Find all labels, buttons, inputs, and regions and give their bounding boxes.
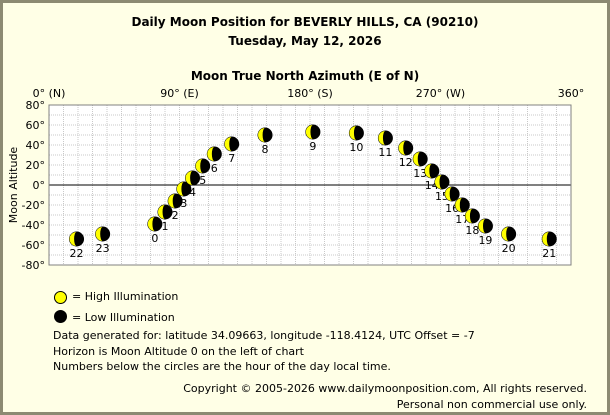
hour-label: 11: [378, 146, 392, 159]
moon-lit-crescent: [465, 209, 473, 223]
moon-lit-crescent: [445, 187, 453, 201]
y-tick-label: 20°: [26, 159, 46, 172]
hour-label: 12: [399, 156, 413, 169]
chart-title: Daily Moon Position for BEVERLY HILLS, C…: [131, 15, 479, 29]
moon-lit-crescent: [168, 194, 176, 208]
moon-lit-crescent: [398, 141, 406, 155]
hour-label: 9: [309, 140, 316, 153]
y-axis-label: Moon Altitude: [7, 147, 20, 224]
hour-label: 7: [228, 152, 235, 165]
moon-lit-crescent: [305, 125, 313, 139]
hour-note: Numbers below the circles are the hour o…: [53, 360, 391, 373]
y-tick-label: -20°: [22, 199, 45, 212]
hour-label: 22: [70, 247, 84, 260]
moon-lit-crescent: [147, 217, 155, 231]
moon-lit-crescent: [95, 227, 103, 241]
moon-lit-crescent: [424, 164, 432, 178]
x-tick-label: 360°: [558, 87, 585, 100]
moon-lit-crescent: [185, 171, 193, 185]
moon-lit-crescent: [501, 227, 509, 241]
y-tick-label: 60°: [26, 119, 46, 132]
usage-note: Personal non commercial use only.: [396, 398, 587, 411]
x-axis-label: Moon True North Azimuth (E of N): [190, 69, 420, 83]
hour-label: 23: [96, 242, 110, 255]
y-tick-label: 0°: [33, 179, 46, 192]
x-tick-label: 90° (E): [160, 87, 199, 100]
hour-label: 6: [211, 162, 218, 175]
hour-label: 20: [502, 242, 516, 255]
moon-lit-crescent: [207, 147, 215, 161]
legend-high-label: = High Illumination: [72, 290, 179, 303]
y-tick-label: 40°: [26, 139, 46, 152]
hour-label: 3: [180, 197, 187, 210]
hour-label: 13: [413, 167, 427, 180]
horizon-note: Horizon is Moon Altitude 0 on the left o…: [53, 345, 304, 358]
moon-lit-crescent: [434, 175, 442, 189]
plot-border: [48, 104, 572, 266]
data-location-note: Data generated for: latitude 34.09663, l…: [53, 329, 475, 342]
moon-lit-crescent: [455, 198, 463, 212]
x-tick-label: 0° (N): [33, 87, 66, 100]
legend-low-label: = Low Illumination: [72, 311, 175, 324]
hour-label: 19: [478, 234, 492, 247]
x-tick-label: 270° (W): [416, 87, 465, 100]
y-tick-label: 80°: [26, 99, 46, 112]
moon-position-chart: 0° (N) 90° (E) 180° (S) 270° (W) 360°80°60°4…: [7, 87, 585, 272]
moon-lit-crescent: [378, 131, 386, 145]
moon-lit-crescent: [478, 219, 486, 233]
hour-label: 4: [189, 186, 196, 199]
moon-lit-crescent: [413, 152, 421, 166]
y-tick-label: -80°: [22, 259, 45, 272]
hour-label: 1: [162, 220, 169, 233]
hour-label: 21: [542, 247, 556, 260]
hour-label: 8: [262, 143, 269, 156]
moon-lit-crescent: [158, 205, 165, 219]
y-tick-label: -40°: [22, 219, 45, 232]
moon-lit-crescent: [542, 232, 550, 246]
y-tick-label: -60°: [22, 239, 45, 252]
moon-lit-crescent: [349, 126, 357, 141]
x-tick-label: 180° (S): [287, 87, 333, 100]
moon-lit-crescent: [176, 182, 184, 196]
hour-label: 5: [199, 174, 206, 187]
hour-label: 2: [172, 209, 179, 222]
copyright-text: Copyright © 2005-2026 www.dailymoonposit…: [183, 382, 587, 395]
high-illumination-swatch: [54, 291, 67, 304]
hour-label: 0: [151, 232, 158, 245]
hour-label: 10: [349, 141, 363, 154]
hour-label: 18: [465, 224, 479, 237]
moon-lit-crescent: [224, 137, 232, 151]
chart-date: Tuesday, May 12, 2026: [228, 34, 382, 48]
moon-lit-crescent: [195, 159, 203, 173]
moon-lit-crescent: [258, 128, 266, 142]
moon-lit-crescent: [69, 232, 77, 246]
low-illumination-swatch: [54, 310, 67, 323]
